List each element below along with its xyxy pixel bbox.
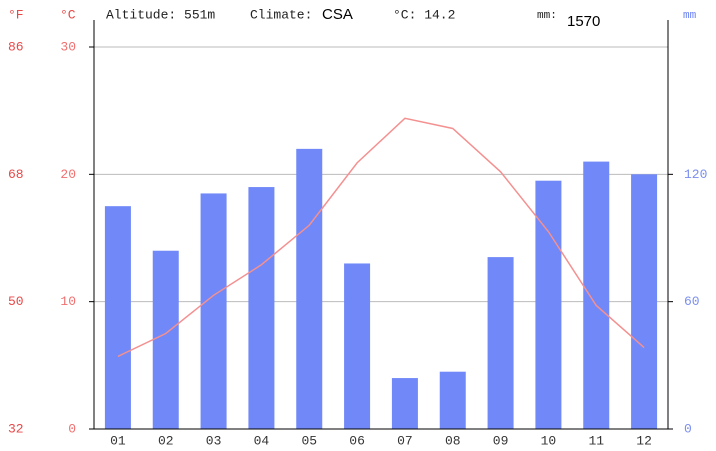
y2-tick-label: 120 — [684, 167, 707, 182]
y-tick-label: 10 — [60, 294, 76, 309]
x-tick-label: 04 — [254, 433, 270, 448]
y-tick-label: 30 — [60, 39, 76, 54]
x-tick-label: 02 — [158, 433, 174, 448]
x-tick-label: 12 — [636, 433, 652, 448]
f-tick-label: 86 — [8, 39, 24, 54]
y-tick-label: 0 — [68, 421, 76, 436]
x-tick-label: 05 — [301, 433, 317, 448]
x-tick-label: 11 — [588, 433, 604, 448]
f-tick-label: 68 — [8, 167, 24, 182]
x-tick-label: 10 — [541, 433, 557, 448]
bar — [631, 174, 657, 429]
bar — [105, 206, 131, 429]
y-tick-label: 20 — [60, 167, 76, 182]
chart: °F °C Altitude: 551m Climate: CSA °C: 14… — [0, 0, 716, 451]
x-tick-label: 03 — [206, 433, 222, 448]
y2-tick-label: 60 — [684, 294, 700, 309]
bar — [344, 263, 370, 429]
bar — [440, 372, 466, 429]
x-tick-label: 09 — [493, 433, 509, 448]
f-tick-label: 50 — [8, 294, 24, 309]
bar — [296, 149, 322, 429]
f-unit: °F — [8, 7, 24, 22]
temperature-line — [118, 118, 644, 356]
precip-label: mm: — [537, 10, 557, 22]
x-tick-label: 01 — [110, 433, 126, 448]
y2-tick-label: 0 — [684, 421, 692, 436]
c-unit: °C — [60, 7, 76, 22]
mm-unit: mm — [683, 10, 697, 22]
bar — [201, 193, 227, 429]
x-tick-label: 07 — [397, 433, 413, 448]
mean-temp: °C: 14.2 — [393, 7, 455, 22]
bar — [583, 162, 609, 429]
bar — [153, 251, 179, 429]
bar — [392, 378, 418, 429]
precip-total: 1570 — [567, 13, 600, 30]
x-tick-label: 06 — [349, 433, 365, 448]
bar — [248, 187, 274, 429]
climate-code: CSA — [322, 6, 353, 23]
climate-label: Climate: — [250, 7, 312, 22]
bar — [488, 257, 514, 429]
altitude: Altitude: 551m — [106, 7, 215, 22]
f-tick-label: 32 — [8, 421, 24, 436]
bar — [535, 181, 561, 429]
x-tick-label: 08 — [445, 433, 461, 448]
